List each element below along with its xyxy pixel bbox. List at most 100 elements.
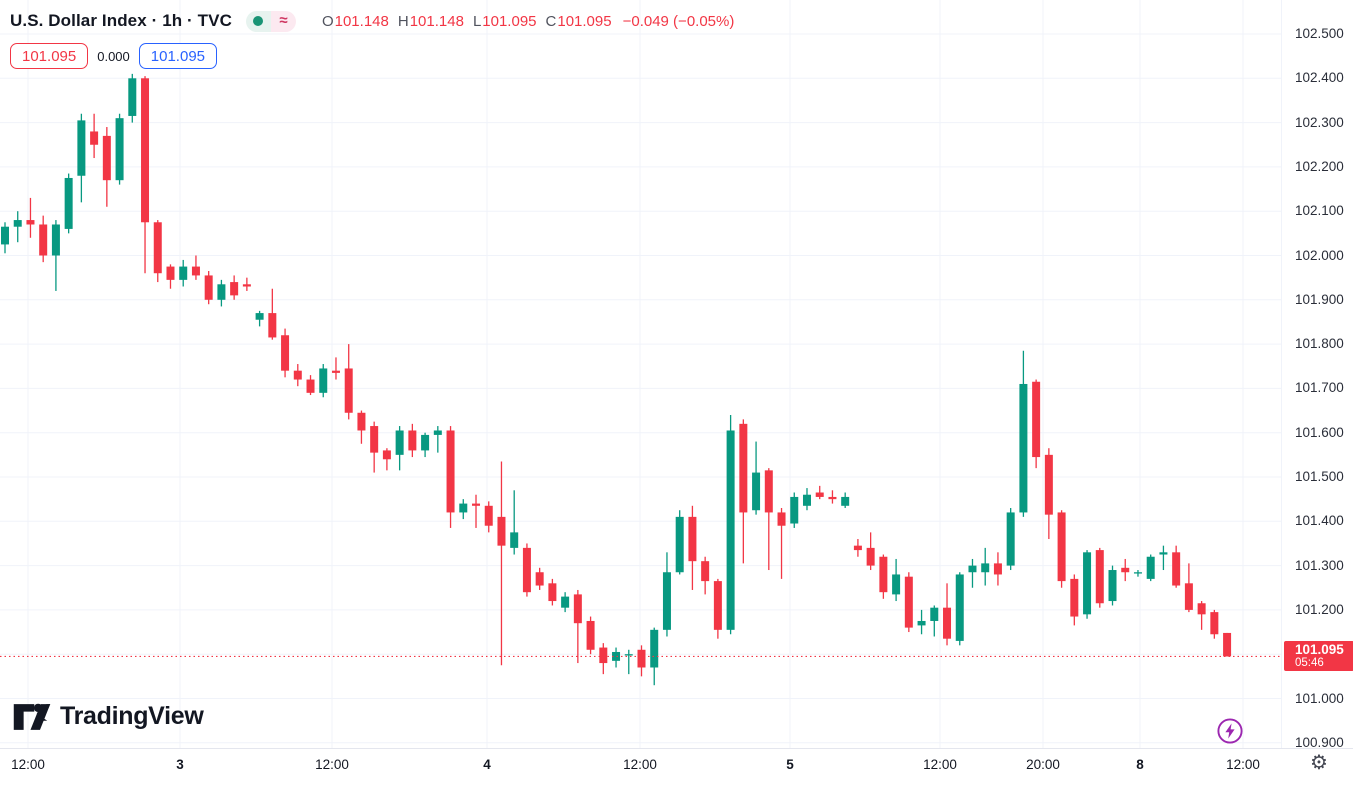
candle bbox=[981, 547, 990, 586]
time-tick-label: 5 bbox=[786, 757, 794, 772]
candle bbox=[548, 578, 557, 606]
delayed-data-badge[interactable]: ≈ bbox=[270, 10, 296, 32]
candle-body bbox=[1172, 552, 1181, 586]
candle-body bbox=[293, 370, 302, 380]
candle-body bbox=[1184, 583, 1193, 610]
market-open-badge[interactable] bbox=[245, 10, 271, 32]
time-axis[interactable]: 12:00 3 12:00 4 12:00 5 12:00 20:00 8 12:00 bbox=[0, 748, 1353, 785]
change-value: −0.049 (−0.05%) bbox=[622, 12, 735, 30]
candle-body bbox=[1057, 512, 1066, 582]
time-tick-label: 8 bbox=[1136, 757, 1144, 772]
candle bbox=[230, 275, 239, 300]
candle bbox=[153, 220, 162, 283]
price-tick-label: 101.500 bbox=[1295, 469, 1344, 484]
time-tick-label: 12:00 bbox=[1226, 757, 1260, 772]
price-tick-label: 101.300 bbox=[1295, 557, 1344, 573]
candle-body bbox=[472, 503, 481, 506]
tradingview-logo-icon bbox=[13, 703, 51, 730]
price-tick-label: 102.300 bbox=[1295, 114, 1344, 130]
close-value: 101.095 bbox=[557, 12, 612, 30]
candle-body bbox=[1044, 454, 1053, 515]
last-price-value: 101.095 bbox=[1295, 642, 1344, 658]
candle bbox=[866, 532, 875, 571]
price-chart-canvas[interactable] bbox=[0, 0, 1281, 748]
candle-body bbox=[688, 516, 697, 562]
candle bbox=[242, 277, 251, 291]
candle bbox=[535, 567, 544, 590]
candle bbox=[650, 627, 659, 686]
candle bbox=[968, 558, 977, 588]
candle-body bbox=[561, 596, 570, 608]
candle bbox=[395, 426, 404, 471]
price-tick-label: 101.800 bbox=[1295, 336, 1344, 352]
candle bbox=[1083, 550, 1092, 619]
candle bbox=[319, 364, 328, 398]
candle-body bbox=[153, 222, 162, 274]
candle-body bbox=[662, 572, 671, 630]
candle-body bbox=[701, 561, 710, 582]
candle-body bbox=[981, 563, 990, 573]
candle-body bbox=[421, 434, 430, 451]
candle bbox=[51, 220, 60, 291]
candle bbox=[612, 647, 621, 668]
candle bbox=[433, 426, 442, 453]
candle-body bbox=[1, 226, 9, 245]
candle bbox=[930, 605, 939, 637]
candle bbox=[624, 649, 633, 675]
candle bbox=[726, 414, 735, 635]
price-axis[interactable]: 101.095 05:46 102.500 102.400 102.300 102.2… bbox=[1281, 0, 1353, 750]
buy-button[interactable]: 101.095 bbox=[138, 43, 218, 69]
candle bbox=[777, 508, 786, 579]
grid-lines bbox=[0, 0, 1281, 748]
candle-body bbox=[484, 505, 493, 526]
market-status-badges[interactable]: ≈ bbox=[245, 10, 296, 32]
candle-body bbox=[777, 512, 786, 526]
last-price-label: 101.095 05:46 bbox=[1284, 641, 1353, 672]
candle-body bbox=[1223, 632, 1232, 657]
time-tick-label: 12:00 bbox=[315, 757, 349, 772]
candle-body bbox=[535, 572, 544, 586]
candle-body bbox=[90, 131, 99, 145]
tradingview-logo-text: TradingView bbox=[60, 702, 204, 730]
candle bbox=[344, 344, 353, 420]
sell-button[interactable]: 101.095 bbox=[10, 43, 89, 69]
candle-body bbox=[26, 220, 35, 225]
candle bbox=[790, 492, 799, 528]
candle-body bbox=[879, 556, 888, 593]
candle-body bbox=[166, 266, 175, 280]
candle bbox=[408, 423, 417, 458]
candle-body bbox=[904, 576, 913, 628]
candle-body bbox=[1083, 552, 1092, 615]
candle bbox=[331, 357, 340, 380]
candle bbox=[752, 441, 761, 515]
candle-body bbox=[917, 620, 926, 626]
candle bbox=[1146, 554, 1155, 582]
candle bbox=[917, 609, 926, 635]
candle bbox=[39, 215, 48, 263]
open-label: O bbox=[321, 12, 334, 30]
candle-body bbox=[624, 654, 633, 656]
candle bbox=[472, 494, 481, 528]
candle-body bbox=[892, 574, 901, 595]
symbol-title[interactable]: U.S. Dollar Index · 1h · TVC bbox=[10, 11, 232, 30]
candle-body bbox=[586, 620, 595, 650]
low-label: L bbox=[472, 12, 482, 30]
tradingview-logo[interactable]: TradingView bbox=[13, 702, 204, 731]
candle-body bbox=[13, 220, 22, 227]
candle bbox=[955, 572, 964, 646]
close-label: C bbox=[545, 12, 557, 30]
candle bbox=[701, 556, 710, 595]
price-tick-label: 101.600 bbox=[1295, 424, 1344, 440]
lightning-icon[interactable] bbox=[1216, 717, 1244, 745]
candle bbox=[1121, 558, 1130, 582]
candle-body bbox=[522, 547, 531, 593]
candle-body bbox=[408, 430, 417, 451]
candle bbox=[497, 461, 506, 666]
candle bbox=[828, 490, 837, 504]
gear-icon[interactable]: ⚙ bbox=[1310, 752, 1328, 774]
low-value: 101.095 bbox=[482, 12, 537, 30]
candle-body bbox=[497, 516, 506, 546]
candle bbox=[293, 364, 302, 387]
candle-body bbox=[331, 370, 340, 373]
candle bbox=[841, 492, 850, 509]
